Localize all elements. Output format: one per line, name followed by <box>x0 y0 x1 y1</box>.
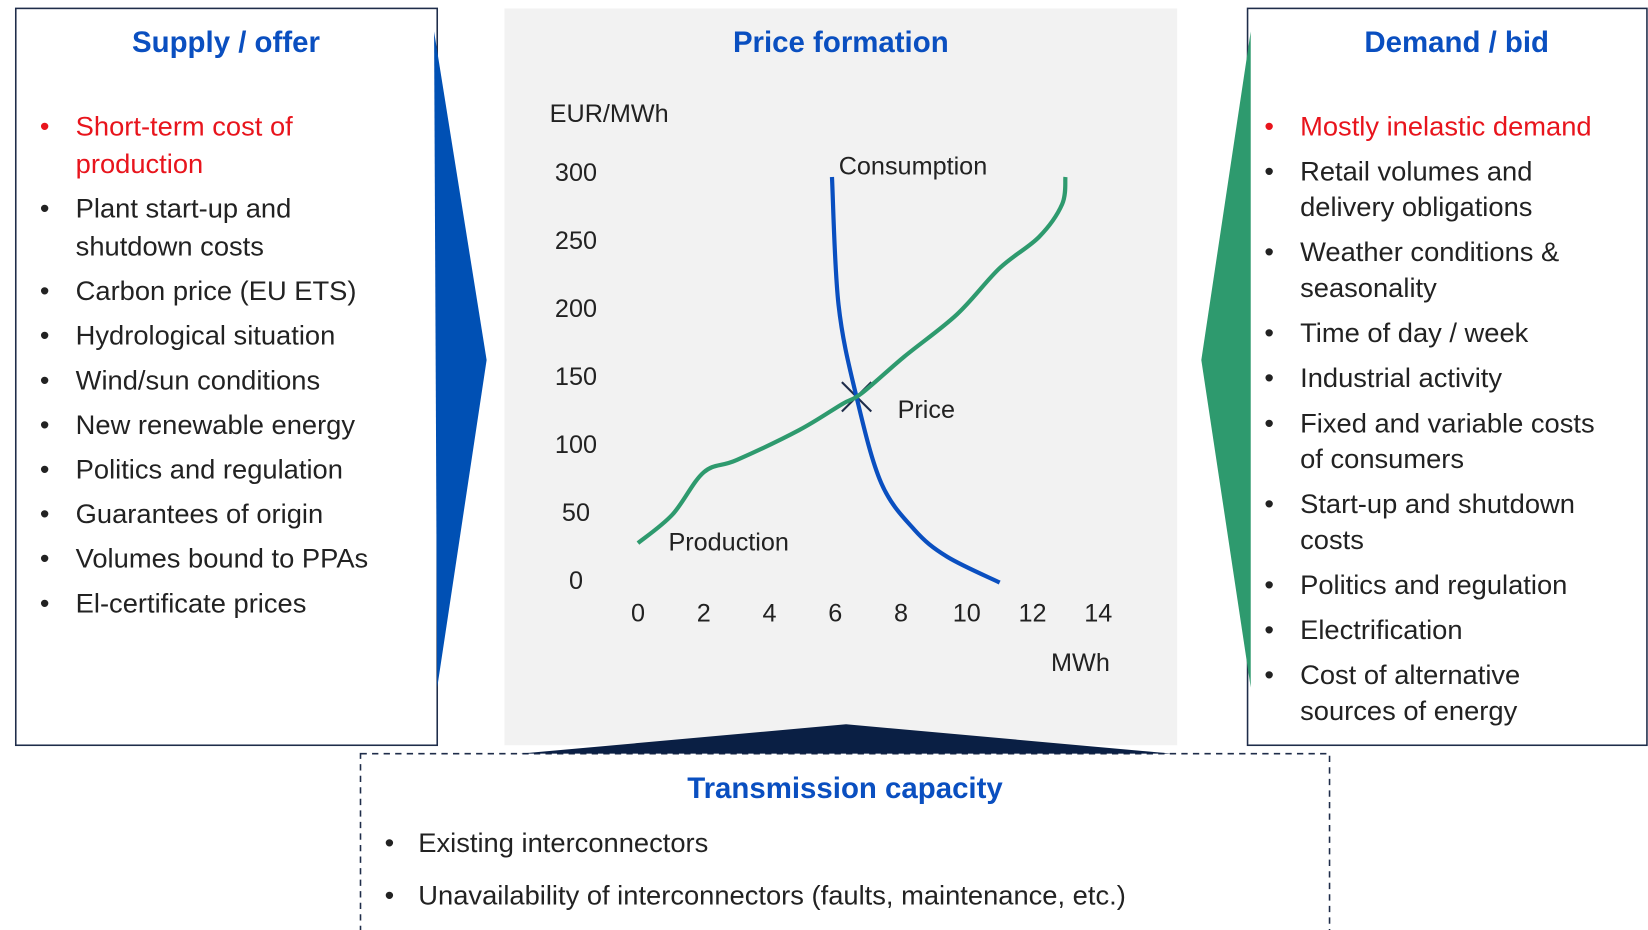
list-item: Wind/sun conditions <box>76 364 320 395</box>
list-item: Retail volumes and <box>1300 155 1532 186</box>
list-item: of consumers <box>1300 443 1464 474</box>
transmission-arrow <box>520 724 1172 754</box>
list-item: Weather conditions & <box>1300 236 1559 267</box>
list-item: Existing interconnectors <box>418 827 708 858</box>
list-item: shutdown costs <box>76 230 264 261</box>
bullet: • <box>1264 407 1274 438</box>
transmission-title: Transmission capacity <box>687 772 1003 805</box>
list-item: production <box>76 148 204 179</box>
bullet: • <box>40 193 50 224</box>
series-line <box>829 176 1001 585</box>
series-line <box>636 176 1068 545</box>
bullet: • <box>40 454 50 485</box>
bullet: • <box>40 364 50 395</box>
bullet: • <box>40 587 50 618</box>
y-tick-label: 300 <box>555 159 597 187</box>
series-label: Production <box>668 528 788 556</box>
bullet: • <box>1264 110 1274 141</box>
x-tick-label: 0 <box>631 600 645 628</box>
list-item: Start-up and shutdown <box>1300 488 1575 519</box>
list-item: Politics and regulation <box>1300 569 1567 600</box>
transmission-box <box>359 752 1331 930</box>
demand-box <box>1246 7 1648 747</box>
list-item: New renewable energy <box>76 409 356 440</box>
y-tick-label: 250 <box>555 227 597 255</box>
bullet: • <box>385 880 395 911</box>
demand-title: Demand / bid <box>1364 26 1549 59</box>
bullet: • <box>385 827 395 858</box>
x-axis-label: MWh <box>1051 649 1110 677</box>
x-tick-label: 12 <box>1019 600 1047 628</box>
x-tick-label: 8 <box>894 600 908 628</box>
list-item: Hydrological situation <box>76 320 336 351</box>
bullet: • <box>40 110 50 141</box>
list-item: Carbon price (EU ETS) <box>76 275 357 306</box>
x-tick-label: 2 <box>697 600 711 628</box>
x-tick-label: 14 <box>1084 600 1112 628</box>
y-tick-label: 200 <box>555 295 597 323</box>
list-item: Guarantees of origin <box>76 498 324 529</box>
y-tick-label: 50 <box>562 499 590 527</box>
list-item: sources of energy <box>1300 695 1517 726</box>
list-item: El-certificate prices <box>76 587 307 618</box>
bullet: • <box>1264 488 1274 519</box>
list-item: Politics and regulation <box>76 454 343 485</box>
supply-box <box>14 7 439 747</box>
y-tick-label: 100 <box>555 431 597 459</box>
demand-arrow <box>1201 31 1251 688</box>
bullet: • <box>40 275 50 306</box>
price-annotation: Price <box>898 396 955 424</box>
bullet: • <box>1264 236 1274 267</box>
list-item: Cost of alternative <box>1300 659 1520 690</box>
bullet: • <box>40 498 50 529</box>
list-item: costs <box>1300 524 1364 555</box>
supply-title: Supply / offer <box>132 26 320 59</box>
x-tick-label: 4 <box>762 600 776 628</box>
list-item: Volumes bound to PPAs <box>76 543 369 574</box>
list-item: Short-term cost of <box>76 110 293 141</box>
x-tick-label: 6 <box>828 600 842 628</box>
bullet: • <box>1264 569 1274 600</box>
list-item: Industrial activity <box>1300 362 1502 393</box>
bullet: • <box>1264 155 1274 186</box>
list-item: seasonality <box>1300 272 1437 303</box>
y-tick-label: 150 <box>555 363 597 391</box>
list-item: Unavailability of interconnectors (fault… <box>418 880 1125 911</box>
list-item: Time of day / week <box>1300 317 1529 348</box>
bullet: • <box>40 320 50 351</box>
list-item: Plant start-up and <box>76 193 292 224</box>
y-axis-label: EUR/MWh <box>550 100 669 128</box>
bullet: • <box>40 409 50 440</box>
list-item: Mostly inelastic demand <box>1300 110 1591 141</box>
price-title: Price formation <box>733 26 949 59</box>
supply-arrow <box>434 31 487 688</box>
bullet: • <box>1264 614 1274 645</box>
x-tick-label: 10 <box>953 600 981 628</box>
list-item: delivery obligations <box>1300 191 1532 222</box>
list-item: Fixed and variable costs <box>1300 407 1595 438</box>
bullet: • <box>1264 362 1274 393</box>
bullet: • <box>1264 317 1274 348</box>
bullet: • <box>40 543 50 574</box>
series-label: Consumption <box>839 153 988 181</box>
bullet: • <box>1264 659 1274 690</box>
price-panel <box>504 8 1178 746</box>
list-item: Electrification <box>1300 614 1462 645</box>
y-tick-label: 0 <box>569 567 583 595</box>
